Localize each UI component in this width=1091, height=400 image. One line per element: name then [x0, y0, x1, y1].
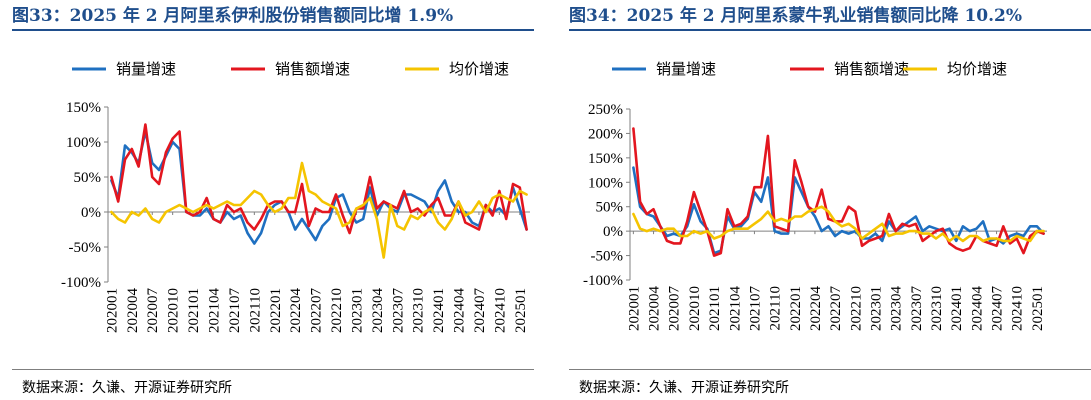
y-tick-label: -50%: [69, 240, 102, 256]
y-tick-label: 150%: [66, 100, 101, 116]
x-tick-label: 202101: [186, 288, 202, 333]
y-tick-label: 0%: [81, 205, 101, 221]
x-tick-label: 202410: [492, 288, 508, 333]
x-tick-label: 202210: [848, 286, 864, 331]
title-divider: [12, 29, 534, 31]
source-note: 数据来源：久谦、开源证券研究所: [22, 380, 232, 396]
x-tick-label: 202401: [431, 288, 447, 333]
x-tick-label: 202204: [288, 288, 304, 334]
x-tick-label: 202204: [808, 286, 824, 332]
legend-item: 销量增速: [72, 60, 176, 78]
source-divider: [569, 369, 1091, 370]
line-chart-mengniu: 销量增速 销售额增速 均价增速 -100% -50% 0% 50% 100% 150% 200% 2…: [583, 60, 1047, 332]
series-line: [632, 127, 1045, 257]
x-tick-label: 202207: [309, 288, 325, 334]
source-note: 数据来源：久谦、开源证券研究所: [579, 380, 789, 396]
legend-item: 销售额增速: [231, 60, 350, 78]
x-tick-label: 202301: [868, 286, 884, 331]
x-tick-label: 202107: [227, 288, 243, 334]
y-tick-label: -100%: [583, 273, 623, 289]
x-tick-label: 202310: [929, 286, 945, 331]
legend-label: 销售额增速: [275, 60, 350, 78]
chart-panel-left: 图33：2025 年 2 月阿里系伊利股份销售额同比增 1.9% 销量增速 销售额…: [0, 0, 534, 400]
x-tick-label: 202307: [909, 286, 925, 332]
x-tick-label: 202410: [1010, 286, 1026, 331]
y-tick-label: 100%: [66, 135, 101, 151]
y-tick-label: 100%: [588, 175, 623, 191]
x-tick-label: 202310: [411, 288, 427, 333]
y-tick-label: 150%: [588, 151, 623, 167]
legend-label: 销量增速: [116, 60, 176, 78]
legend-item: 销售额增速: [790, 60, 909, 78]
x-tick-label: 202407: [472, 288, 488, 334]
series-line: [632, 166, 1045, 255]
y-tick-label: 200%: [588, 126, 623, 142]
chart-panel-right: 图34：2025 年 2 月阿里系蒙牛乳业销售额同比降 10.2% 销量增速 销售…: [557, 0, 1091, 400]
series-line: [110, 123, 528, 235]
y-tick-label: 0%: [603, 224, 623, 240]
x-tick-label: 202104: [727, 286, 743, 332]
x-tick-label: 202407: [990, 286, 1006, 332]
x-tick-label: 202107: [747, 286, 763, 332]
x-tick-label: 202501: [513, 288, 529, 333]
x-tick-label: 202104: [207, 288, 223, 334]
series-line: [110, 130, 528, 245]
source-divider: [12, 369, 534, 370]
x-tick-label: 202207: [828, 286, 844, 332]
x-tick-label: 202010: [166, 288, 182, 333]
y-tick-label: 50%: [74, 170, 102, 186]
x-tick-label: 202501: [1030, 286, 1046, 331]
x-tick-label: 202007: [145, 288, 161, 334]
y-tick-label: -50%: [591, 249, 624, 265]
series-line: [110, 161, 528, 259]
x-tick-label: 202307: [390, 288, 406, 334]
chart-title: 图34：2025 年 2 月阿里系蒙牛乳业销售额同比降 10.2%: [569, 6, 1023, 26]
x-tick-label: 202110: [768, 286, 784, 330]
x-tick-label: 202010: [687, 286, 703, 331]
series-line: [632, 205, 1045, 243]
x-tick-label: 202004: [125, 288, 141, 334]
x-tick-label: 202401: [949, 286, 965, 331]
x-tick-label: 202001: [626, 286, 642, 331]
x-tick-label: 202210: [329, 288, 345, 333]
y-tick-label: 250%: [588, 102, 623, 118]
x-tick-label: 202004: [647, 286, 663, 332]
x-tick-label: 202201: [268, 288, 284, 333]
legend-item: 均价增速: [903, 60, 1007, 78]
x-tick-label: 202201: [788, 286, 804, 331]
x-tick-label: 202007: [667, 286, 683, 332]
legend-label: 销售额增速: [834, 60, 909, 78]
y-tick-label: 50%: [596, 200, 624, 216]
legend-label: 销量增速: [656, 60, 716, 78]
line-chart-yili: 销量增速 销售额增速 均价增速 -100% -50% 0% 50% 100% 150% 20200…: [61, 60, 530, 334]
x-tick-label: 202404: [969, 286, 985, 332]
legend-label: 均价增速: [947, 60, 1007, 78]
legend-item: 销量增速: [612, 60, 716, 78]
x-tick-label: 202101: [707, 286, 723, 331]
x-tick-label: 202110: [247, 288, 263, 332]
legend-label: 均价增速: [449, 60, 509, 78]
y-tick-label: -100%: [61, 275, 101, 291]
x-tick-label: 202001: [104, 288, 120, 333]
x-tick-label: 202404: [452, 288, 468, 334]
legend-item: 均价增速: [405, 60, 509, 78]
x-tick-label: 202301: [349, 288, 365, 333]
chart-title: 图33：2025 年 2 月阿里系伊利股份销售额同比增 1.9%: [12, 6, 454, 26]
title-divider: [569, 29, 1091, 31]
x-tick-label: 202304: [889, 286, 905, 332]
x-tick-label: 202304: [370, 288, 386, 334]
